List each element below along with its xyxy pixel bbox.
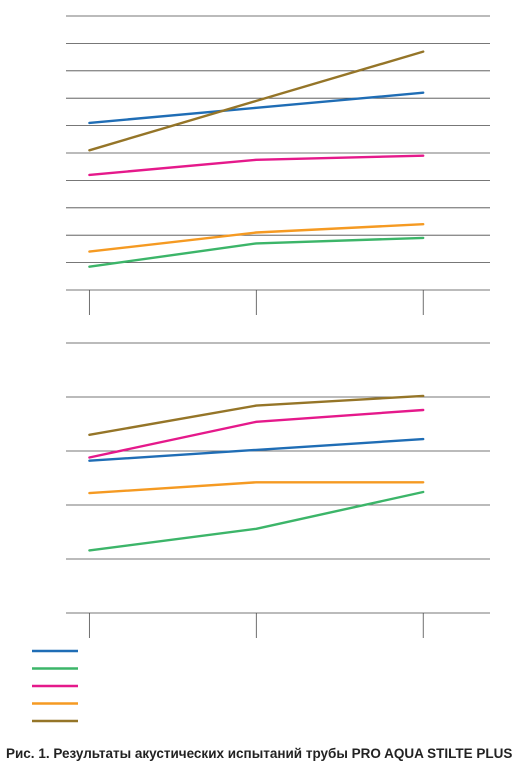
charts-svg — [32, 15, 490, 723]
series-line-germany_v — [88, 50, 425, 152]
figure-caption: Рис. 1. Результаты акустических испытани… — [6, 746, 513, 761]
series-line-stilte — [88, 490, 425, 552]
series-line-germany_b — [88, 481, 425, 495]
series-line-germany_b — [88, 222, 425, 253]
series-line-comfort — [88, 91, 425, 125]
series-line-stilte — [88, 236, 425, 268]
series-line-russia — [88, 408, 425, 459]
series-line-germany_v — [88, 394, 425, 436]
series-line-comfort — [88, 437, 425, 462]
series-line-russia — [88, 154, 425, 177]
